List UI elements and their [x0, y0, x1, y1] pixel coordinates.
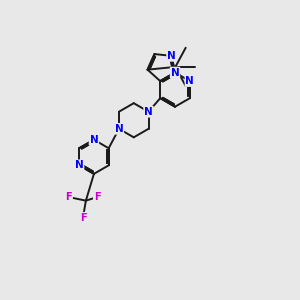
Text: N: N [89, 135, 98, 145]
Text: F: F [94, 192, 101, 202]
Text: N: N [171, 68, 179, 78]
Text: N: N [75, 160, 83, 170]
Text: F: F [65, 192, 72, 202]
Text: F: F [80, 213, 86, 223]
Text: N: N [115, 124, 123, 134]
Text: N: N [185, 76, 194, 86]
Text: N: N [144, 107, 153, 117]
Text: N: N [167, 51, 176, 61]
